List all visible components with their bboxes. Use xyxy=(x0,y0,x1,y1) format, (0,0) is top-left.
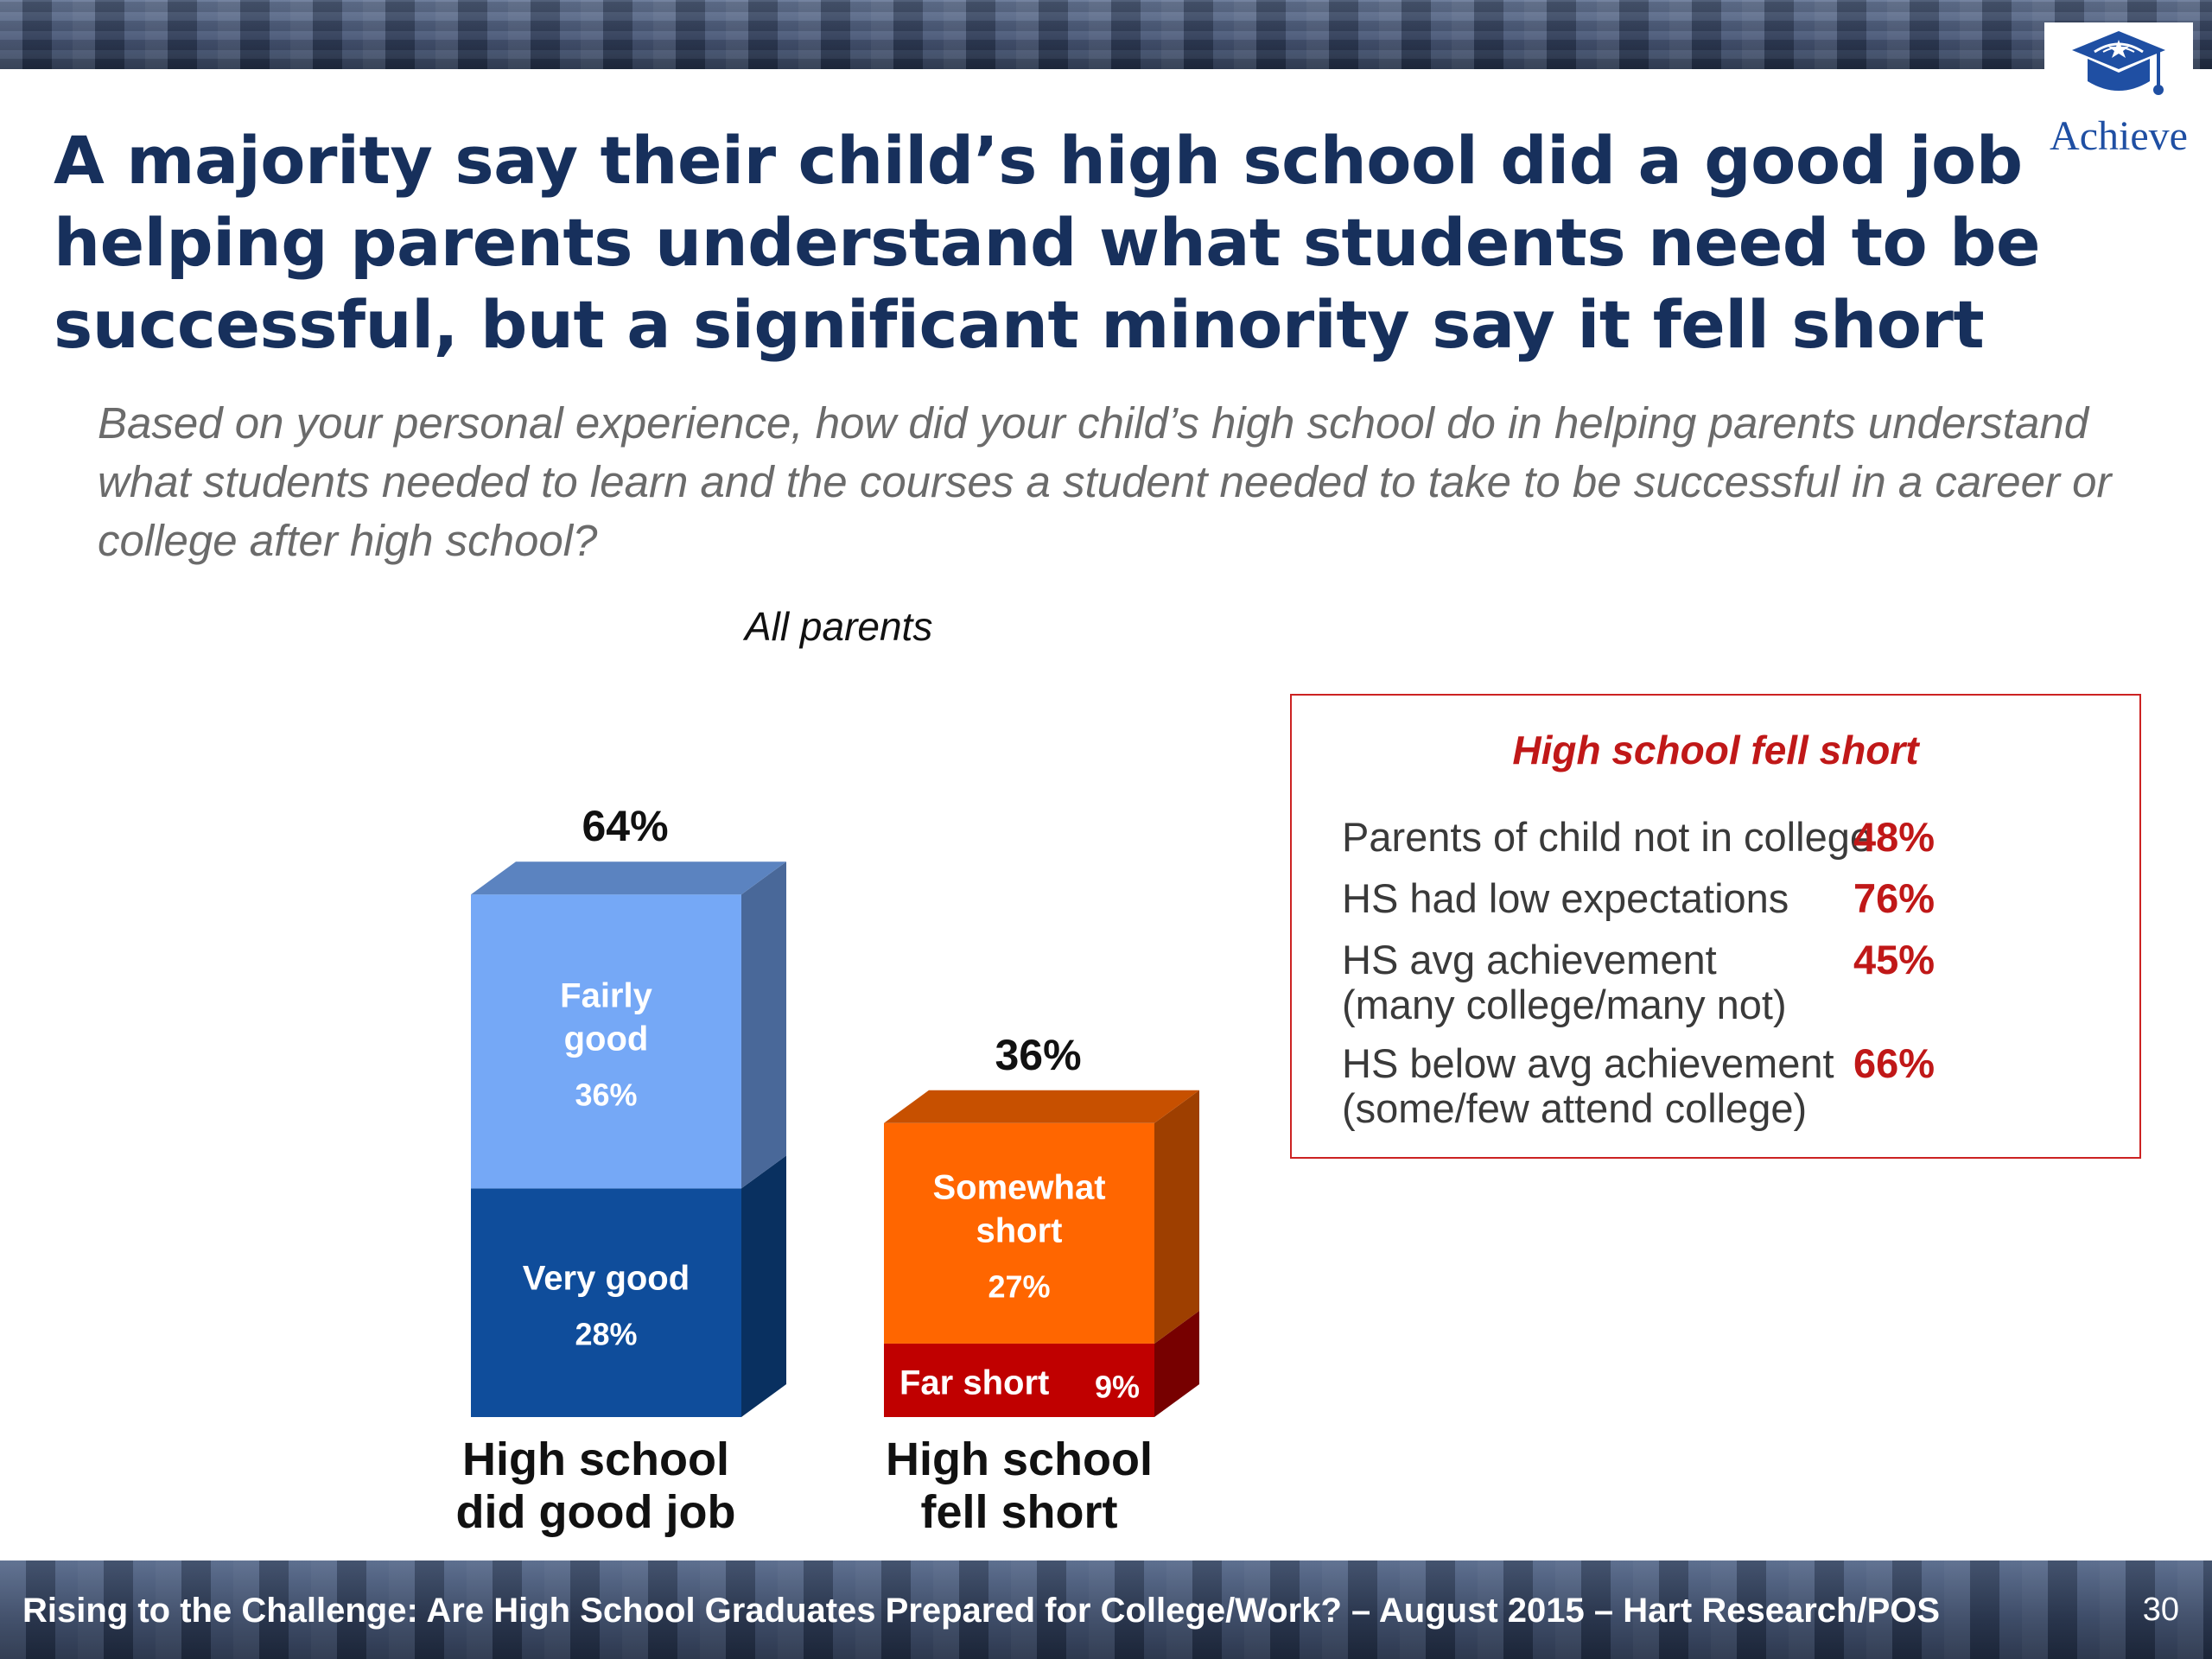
logo-wordmark: Achieve xyxy=(2050,113,2188,159)
bar-total-label: 64% xyxy=(582,802,668,850)
callout-row-label: HS had low expectations xyxy=(1342,875,1789,921)
segment-value-label: 28% xyxy=(575,1317,637,1352)
bar-segment xyxy=(884,1122,1154,1344)
callout-row-value: 48% xyxy=(1853,814,1936,860)
bar-side-face xyxy=(1154,1310,1199,1417)
bar-side-face xyxy=(1154,1090,1199,1344)
segment-value-label: 27% xyxy=(988,1268,1050,1304)
callout-row-label: Parents of child not in college xyxy=(1342,814,1872,860)
fell-short-callout: High school fell short Parents of child … xyxy=(1290,694,2141,1159)
segment-value-label: 9% xyxy=(1095,1369,1140,1404)
callout-row-value: 45% xyxy=(1853,937,1936,982)
segment-value-label: 36% xyxy=(575,1077,637,1112)
segment-label: short xyxy=(976,1211,1063,1249)
callout-row-label: HS below avg achievement (some/few atten… xyxy=(1342,1040,1834,1131)
bar-total-label: 36% xyxy=(995,1031,1081,1079)
category-label: fell short xyxy=(920,1486,1117,1538)
bar-segment xyxy=(471,894,741,1189)
bar-top-face xyxy=(884,1090,1199,1123)
bar-side-face xyxy=(741,1155,786,1417)
segment-label: good xyxy=(564,1020,649,1058)
callout-row-value: 66% xyxy=(1853,1040,1936,1086)
page-number: 30 xyxy=(2142,1592,2179,1628)
callout-title: High school fell short xyxy=(1512,728,1919,772)
segment-label: Far short xyxy=(899,1363,1049,1402)
callout-row-label: HS avg achievement (many college/many no… xyxy=(1342,937,1787,1027)
category-label: did good job xyxy=(456,1486,736,1538)
graduation-cap-icon xyxy=(2072,31,2165,95)
header-photo-band xyxy=(0,0,2212,69)
callout-row-value: 76% xyxy=(1853,875,1936,921)
bar-side-face xyxy=(741,861,786,1189)
survey-question: Based on your personal experience, how d… xyxy=(98,398,2112,565)
category-label: High school xyxy=(462,1433,729,1485)
bar-top-face xyxy=(471,861,786,895)
achieve-logo: Achieve xyxy=(2044,22,2193,164)
slide-title: A majority say their child’s high school… xyxy=(54,122,2041,363)
segment-label: Fairly xyxy=(560,976,652,1014)
footer-band: Rising to the Challenge: Are High School… xyxy=(0,1560,2212,1659)
bar-segment xyxy=(471,1188,741,1417)
bar-segment xyxy=(884,1343,1154,1417)
segment-label: Somewhat xyxy=(932,1168,1105,1206)
category-label: High school xyxy=(886,1433,1153,1485)
footer-source: Rising to the Challenge: Are High School… xyxy=(22,1592,1941,1630)
segment-label: Very good xyxy=(523,1260,690,1298)
chart-subgroup-label: All parents xyxy=(745,604,933,649)
